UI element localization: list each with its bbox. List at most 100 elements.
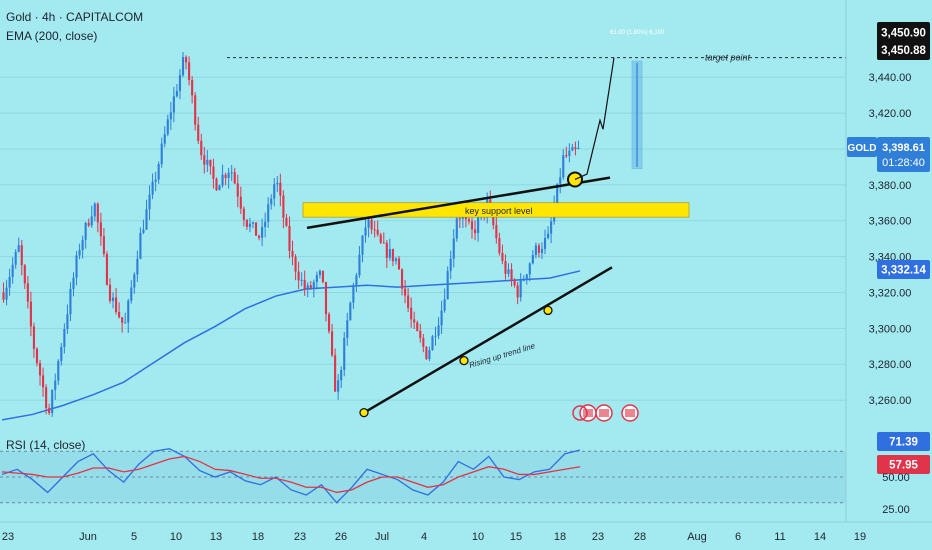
candle-body	[148, 194, 151, 210]
rsi-legend[interactable]: RSI (14, close)	[6, 438, 86, 452]
candle-body	[324, 282, 328, 315]
candle-body	[370, 219, 373, 230]
candle-body	[495, 225, 498, 239]
candle-body	[142, 229, 145, 233]
target-label: target point	[705, 53, 751, 63]
candle-body	[175, 90, 178, 97]
candle-body	[440, 310, 443, 326]
candle-body	[257, 235, 261, 238]
ema-tag: 3,332.14	[881, 265, 926, 277]
candle-body	[66, 314, 69, 330]
candle-body	[510, 269, 513, 280]
candle-body	[367, 219, 370, 228]
candle-body	[434, 335, 437, 337]
date-label: 13	[210, 531, 222, 543]
candle-body	[534, 245, 537, 256]
candle-body	[376, 229, 379, 235]
candle-body	[130, 287, 133, 301]
candle-body	[215, 178, 218, 191]
candle-body	[163, 134, 166, 144]
price-tick: 3,380.00	[869, 180, 912, 192]
candle-body	[11, 264, 14, 277]
candle-body	[331, 331, 334, 356]
candle-body	[184, 57, 188, 63]
trendline-marker	[359, 407, 369, 418]
projection-path	[574, 57, 615, 180]
countdown-tag: 01:28:40	[882, 157, 925, 169]
ema-legend[interactable]: EMA (200, close)	[6, 29, 98, 43]
candle-body	[121, 317, 124, 323]
candle-body	[127, 300, 130, 323]
rsi-tick-50: 50.00	[882, 472, 910, 484]
candle-body	[385, 242, 388, 258]
date-label: 26	[335, 531, 347, 543]
candle-body	[115, 297, 118, 312]
candle-body	[239, 196, 242, 209]
candle-body	[2, 292, 5, 300]
candle-body	[528, 263, 531, 275]
candle-body	[279, 182, 282, 196]
date-axis[interactable]: 23 Jun 5 10 13 18 23 26 Jul 4 10 15 18 23 28 Aug 6 11 14 19	[0, 521, 932, 543]
candle-body	[556, 183, 559, 206]
date-label: 18	[252, 531, 264, 543]
ema-200-line	[1, 270, 581, 421]
candle-body	[373, 229, 376, 231]
candle-body	[81, 239, 84, 251]
date-label: 10	[472, 531, 484, 543]
candle-body	[5, 287, 8, 300]
candle-body	[209, 159, 212, 167]
candle-body	[45, 387, 48, 409]
candle-body	[136, 258, 139, 275]
candle-body	[291, 250, 294, 257]
date-label: Aug	[687, 531, 707, 543]
candle-body	[254, 222, 258, 236]
candle-body	[75, 255, 78, 278]
candle-body	[227, 172, 230, 178]
candle-body	[464, 216, 467, 220]
rsi-line	[1, 448, 581, 504]
rsi-signal-line	[1, 455, 581, 494]
candle-body	[422, 338, 425, 347]
symbol-title[interactable]: Gold · 4h · CAPITALCOM	[6, 10, 144, 24]
rsi-panel	[0, 448, 846, 504]
candle-body	[32, 326, 36, 349]
trendline-marker	[459, 355, 469, 366]
candle-body	[425, 346, 428, 360]
date-label: 19	[854, 531, 866, 543]
candle-body	[57, 360, 60, 381]
candle-body	[124, 322, 127, 324]
candle-body	[364, 227, 367, 236]
date-label: 10	[170, 531, 182, 543]
candle-body	[60, 346, 63, 361]
candle-body	[531, 255, 534, 264]
candle-body	[327, 314, 331, 332]
candle-body	[446, 271, 449, 300]
candles	[2, 51, 580, 417]
candle-body	[522, 279, 525, 281]
candle-body	[212, 166, 215, 179]
date-label: 18	[554, 531, 566, 543]
candle-body	[99, 222, 102, 237]
candle-body	[577, 147, 580, 149]
candle-body	[546, 233, 550, 239]
date-label: 15	[510, 531, 522, 543]
date-label: 23	[294, 531, 306, 543]
candle-body	[139, 232, 142, 259]
date-label: Jul	[375, 531, 389, 543]
candle-body	[245, 219, 248, 227]
flag-stripes	[583, 409, 593, 417]
candle-body	[17, 245, 20, 252]
price-axis[interactable]: 3,440.003,420.003,400.003,380.003,360.00…	[845, 0, 930, 522]
candle-body	[42, 375, 45, 388]
candle-body	[461, 216, 464, 219]
candle-body	[26, 283, 29, 302]
date-label: 11	[774, 531, 785, 543]
candle-body	[270, 198, 273, 205]
candle-body	[102, 236, 105, 254]
candle-body	[157, 164, 160, 180]
candle-body	[391, 249, 394, 262]
candle-body	[443, 299, 446, 311]
